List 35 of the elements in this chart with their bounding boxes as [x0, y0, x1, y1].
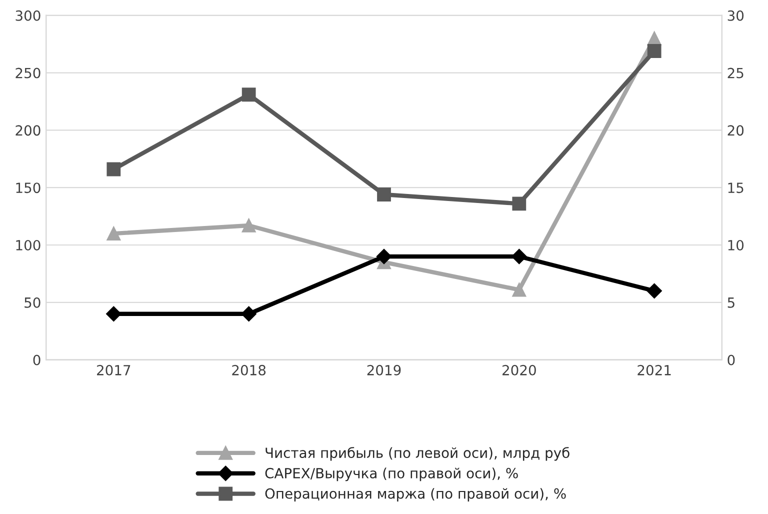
- y-tick-label: 0: [33, 354, 40, 366]
- point: [512, 248, 527, 264]
- point: [646, 283, 662, 298]
- x-tick-label: 2017: [97, 364, 130, 376]
- y-tick-label: 100: [16, 240, 40, 250]
- point: [106, 306, 122, 322]
- y2-tick-label: 20: [728, 125, 744, 136]
- point: [242, 88, 256, 102]
- point: [647, 44, 662, 58]
- y2-tick-label: 25: [728, 68, 744, 78]
- y2-tick-label: 15: [728, 182, 744, 194]
- point: [512, 282, 526, 297]
- x-tick-label: 2021: [638, 364, 671, 376]
- point: [512, 196, 526, 211]
- y-tick-label: 200: [16, 125, 40, 136]
- point: [106, 226, 121, 240]
- point: [377, 188, 391, 202]
- y-tick-label: 50: [24, 297, 40, 308]
- y-tick-label: 250: [16, 68, 40, 78]
- y2-tick-label: 5: [728, 298, 734, 308]
- y-tick-label: 150: [16, 182, 40, 194]
- legend-label: Операционная маржа (по правой оси), %: [265, 488, 566, 502]
- point: [106, 162, 121, 176]
- y2-tick-label: 0: [728, 354, 735, 366]
- y2-tick-label: 30: [728, 10, 744, 21]
- point: [242, 218, 256, 232]
- x-tick-label: 2019: [367, 364, 401, 376]
- point: [376, 248, 392, 264]
- y-tick-label: 300: [16, 10, 40, 21]
- x-tick-label: 2018: [232, 364, 266, 376]
- y2-tick-label: 10: [728, 240, 744, 250]
- x-tick-label: 2020: [502, 364, 536, 376]
- point: [241, 306, 256, 322]
- legend-label: Чистая прибыль (по левой оси), млрд руб: [266, 447, 570, 461]
- legend-label: CAPEX/Выручка (по правой оси), %: [265, 468, 518, 482]
